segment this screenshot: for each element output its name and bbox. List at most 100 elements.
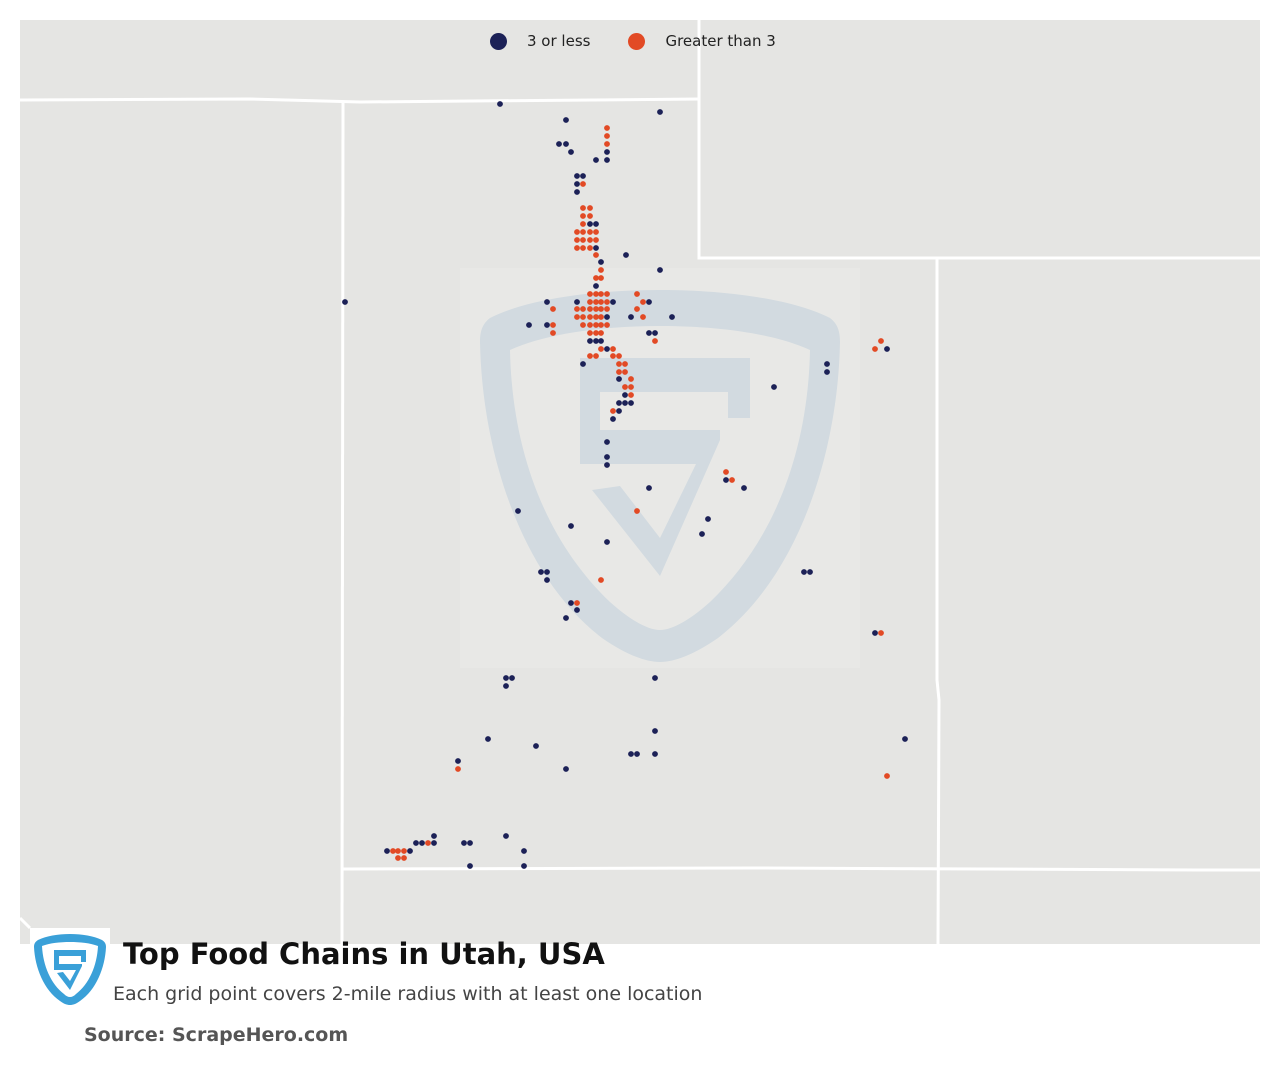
border-nv-az [20,916,32,930]
location-dot-high [604,133,610,139]
location-dot-high [598,267,604,273]
location-dot-high [587,330,593,336]
location-dot-low [824,361,830,367]
location-dot-high [593,229,599,235]
location-dot-low [563,615,569,621]
location-dot-high [723,469,729,475]
location-dot-low [622,400,628,406]
location-dot-high [574,229,580,235]
location-dots [342,101,908,869]
location-dot-low [526,322,532,328]
location-dot-low [568,523,574,529]
location-dot-high [593,353,599,359]
location-dot-low [503,675,509,681]
location-dot-high [598,330,604,336]
location-dot-high [604,299,610,305]
location-dot-high [574,237,580,243]
location-dot-low [610,416,616,422]
source-text: Source: ScrapeHero.com [84,1024,349,1046]
location-dot-low [587,338,593,344]
legend-dot-low [490,32,507,50]
location-dot-high [593,314,599,320]
watermark-group [460,268,860,668]
location-dot-low [503,683,509,689]
location-dot-low [628,314,634,320]
location-dot-high [652,338,658,344]
location-dot-low [544,569,550,575]
location-dot-low [533,743,539,749]
location-dot-low [824,369,830,375]
location-dot-low [652,728,658,734]
location-dot-low [604,539,610,545]
location-dot-low [419,840,425,846]
location-dot-low [604,462,610,468]
location-dot-high [580,314,586,320]
location-dot-low [503,833,509,839]
location-dot-low [455,758,461,764]
location-dot-high [587,205,593,211]
location-dot-high [395,848,401,854]
location-dot-high [550,330,556,336]
location-dot-high [610,346,616,352]
location-dot-low [563,117,569,123]
border-id-wy [697,20,1260,260]
location-dot-low [563,141,569,147]
location-dot-low [604,157,610,163]
location-dot-low [593,157,599,163]
location-dot-low [616,400,622,406]
location-dot-low [574,607,580,613]
location-dot-low [598,259,604,265]
location-dot-high [574,600,580,606]
location-dot-high [628,384,634,390]
location-dot-high [616,353,622,359]
location-dot-low [902,736,908,742]
location-dot-high [587,299,593,305]
scrapehero-logo-icon [30,928,110,1010]
location-dot-high [587,245,593,251]
location-dot-low [669,314,675,320]
location-dot-high [622,384,628,390]
location-dot-low [431,840,437,846]
location-dot-low [598,338,604,344]
location-dot-low [342,299,348,305]
location-dot-high [395,855,401,861]
location-dot-high [580,181,586,187]
page-subtitle: Each grid point covers 2-mile radius wit… [113,983,703,1005]
location-dot-low [544,577,550,583]
location-dot-low [646,485,652,491]
border-nv-id [20,97,701,104]
location-dot-high [580,322,586,328]
location-dot-low [515,508,521,514]
location-dot-high [574,306,580,312]
location-dot-high [587,306,593,312]
location-dot-low [485,736,491,742]
location-dot-high [593,291,599,297]
location-dot-low [872,630,878,636]
scrapehero-shield-watermark [480,290,840,662]
location-dot-low [544,322,550,328]
location-dot-high [580,245,586,251]
location-dot-high [587,237,593,243]
location-dot-high [401,855,407,861]
watermark-s-glyph [580,358,750,576]
location-dot-low [646,330,652,336]
location-dot-high [587,213,593,219]
location-dot-low [563,766,569,772]
location-dot-low [593,245,599,251]
location-dot-high [593,322,599,328]
location-dot-high [593,237,599,243]
location-dot-high [587,322,593,328]
location-dot-high [598,306,604,312]
location-dot-high [884,773,890,779]
location-dot-low [604,149,610,155]
location-dot-low [574,173,580,179]
location-dot-high [598,299,604,305]
location-dot-high [604,141,610,147]
location-dot-low [652,751,658,757]
location-dot-low [467,840,473,846]
location-dot-high [610,353,616,359]
border-ut-co [935,258,941,944]
location-dot-high [587,291,593,297]
legend: 3 or less Greater than 3 [490,32,814,50]
location-dot-low [771,384,777,390]
